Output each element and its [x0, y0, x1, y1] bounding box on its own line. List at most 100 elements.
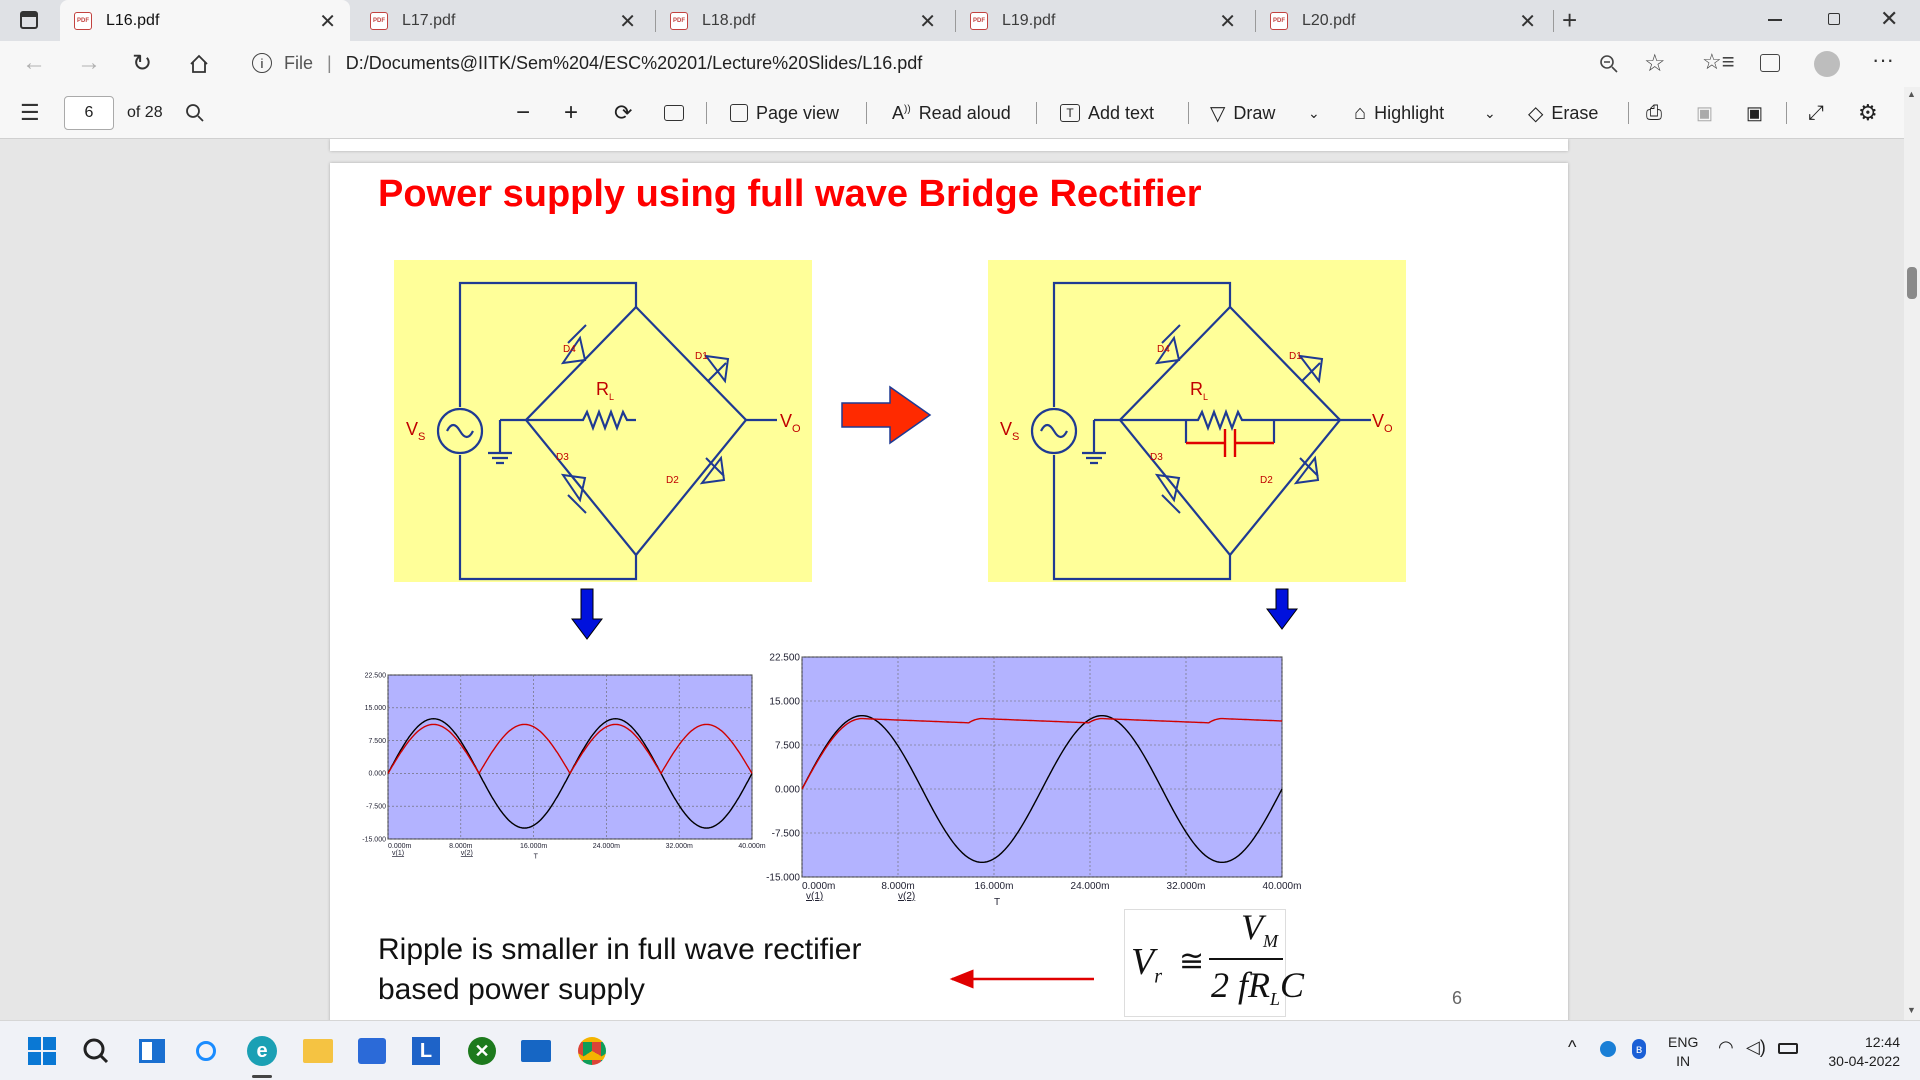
- volume-icon[interactable]: ◁): [1746, 1037, 1766, 1057]
- close-tab-icon[interactable]: ✕: [319, 11, 336, 33]
- formula-numerator: V: [1241, 907, 1263, 947]
- erase-button[interactable]: ◇ Erase: [1528, 87, 1598, 139]
- tab-l20[interactable]: PDF L20.pdf ✕: [1256, 0, 1550, 41]
- diode-d4: [560, 324, 587, 365]
- contents-icon[interactable]: ☰: [20, 100, 40, 125]
- close-window-icon[interactable]: ✕: [1880, 6, 1899, 31]
- bluetooth-icon[interactable]: ʙ: [1632, 1039, 1646, 1059]
- highlight-button[interactable]: ⌂ Highlight: [1354, 87, 1444, 139]
- scroll-down-icon[interactable]: ▼: [1907, 1005, 1916, 1015]
- battery-icon[interactable]: [1778, 1043, 1798, 1054]
- tab-title: L18.pdf: [702, 11, 756, 29]
- eraser-icon: ◇: [1528, 102, 1544, 125]
- plot-area: [387, 674, 753, 840]
- fullscreen-icon[interactable]: ⤢: [1808, 101, 1824, 124]
- label-vo-sub: O: [1384, 423, 1393, 435]
- language-indicator[interactable]: ENG IN: [1668, 1033, 1698, 1071]
- svg-text:RL: RL: [596, 379, 614, 402]
- page-number-input[interactable]: 6: [64, 96, 114, 130]
- highlight-icon: ⌂: [1354, 101, 1367, 124]
- widgets-icon[interactable]: [186, 1031, 226, 1071]
- close-tab-icon[interactable]: ✕: [1519, 11, 1536, 33]
- xbox-icon[interactable]: ✕: [462, 1031, 502, 1071]
- rotate-icon[interactable]: ⟳: [614, 100, 633, 125]
- diode-d1: [1297, 354, 1324, 384]
- new-tab-icon[interactable]: +: [1562, 5, 1578, 35]
- collections-icon[interactable]: [1760, 54, 1780, 72]
- scroll-thumb[interactable]: [1907, 267, 1917, 299]
- pdf-icon: PDF: [1270, 11, 1288, 30]
- tab-l16[interactable]: PDF L16.pdf ✕: [60, 0, 350, 41]
- read-aloud-button[interactable]: A)) Read aloud: [892, 87, 1011, 139]
- label-rl: R: [596, 379, 609, 399]
- zoom-icon[interactable]: [1598, 53, 1620, 75]
- file-explorer-icon[interactable]: [298, 1031, 338, 1071]
- find-icon[interactable]: [184, 102, 206, 124]
- edge-browser-icon[interactable]: e: [242, 1031, 282, 1071]
- favorites-icon[interactable]: ☆≡: [1702, 49, 1735, 74]
- task-view-icon[interactable]: [132, 1031, 172, 1071]
- wifi-icon[interactable]: ◠: [1718, 1037, 1734, 1057]
- info-icon[interactable]: i: [252, 53, 272, 73]
- search-icon[interactable]: [76, 1031, 116, 1071]
- forward-icon[interactable]: →: [77, 49, 101, 76]
- tab-actions-icon[interactable]: [20, 11, 38, 29]
- pdf-icon: PDF: [670, 11, 688, 30]
- print-icon[interactable]: ⎙: [1646, 101, 1662, 124]
- chrome-icon[interactable]: [572, 1031, 612, 1071]
- address-bar: ← → ↻ i File | D:/Documents@IITK/Sem%204…: [0, 41, 1920, 87]
- series-line-v2: [801, 717, 1283, 790]
- previous-page-edge: [330, 139, 1568, 151]
- tab-bar: PDF L16.pdf ✕ PDF L17.pdf ✕ PDF L18.pdf ✕ PDF L…: [0, 0, 1920, 41]
- page-view-button[interactable]: Page view: [730, 87, 839, 139]
- close-tab-icon[interactable]: ✕: [919, 11, 936, 33]
- refresh-icon[interactable]: ↻: [132, 50, 153, 77]
- vertical-scrollbar[interactable]: ▲ ▼: [1904, 87, 1920, 1020]
- circuit-with-capacitor-filter: [988, 260, 1406, 582]
- y-tick-label: 15.000: [769, 696, 800, 707]
- diode-d3: [1154, 473, 1181, 514]
- x-tick-label: 40.000m: [1263, 881, 1302, 892]
- active-app-indicator: [252, 1075, 272, 1078]
- draw-button[interactable]: ▽ Draw: [1210, 87, 1275, 139]
- close-tab-icon[interactable]: ✕: [1219, 11, 1236, 33]
- back-icon[interactable]: ←: [22, 49, 46, 76]
- start-windows-icon[interactable]: [22, 1031, 62, 1071]
- clock[interactable]: 12:44 30-04-2022: [1816, 1033, 1900, 1071]
- add-favorite-icon[interactable]: ☆: [1644, 50, 1666, 77]
- tab-l17[interactable]: PDF L17.pdf ✕: [356, 0, 650, 41]
- slide-graphics: D4 D1 D3 D2 D4 D1 D3 D2 RL RL VS VS VO V…: [362, 260, 1406, 989]
- more-icon[interactable]: ···: [1872, 47, 1894, 72]
- pdf-viewport: Power supply using full wave Bridge Rect…: [0, 139, 1904, 1020]
- diode-d2: [1293, 455, 1320, 485]
- tray-chevron-icon[interactable]: ^: [1568, 1037, 1577, 1057]
- l-app-icon[interactable]: L: [406, 1031, 446, 1071]
- zoom-in-icon[interactable]: +: [564, 99, 579, 126]
- scroll-up-icon[interactable]: ▲: [1907, 89, 1916, 99]
- draw-options-chevron-icon[interactable]: ⌄: [1308, 104, 1320, 121]
- mail-icon[interactable]: [516, 1031, 556, 1071]
- fit-width-icon[interactable]: [664, 87, 684, 139]
- settings-gear-icon[interactable]: ⚙: [1858, 100, 1878, 125]
- minimize-icon[interactable]: [1768, 19, 1782, 21]
- restore-icon[interactable]: [1828, 13, 1840, 25]
- formula-denominator: 2 fR: [1211, 965, 1270, 1005]
- url-text[interactable]: D:/Documents@IITK/Sem%204/ESC%20201/Lect…: [345, 52, 923, 73]
- tray-app-icon[interactable]: [1600, 1041, 1616, 1057]
- tab-l18[interactable]: PDF L18.pdf ✕: [656, 0, 950, 41]
- save-icon[interactable]: ▣: [1696, 102, 1714, 123]
- y-tick-label: -7.500: [772, 828, 801, 839]
- home-icon[interactable]: [188, 53, 210, 75]
- tab-l19[interactable]: PDF L19.pdf ✕: [956, 0, 1250, 41]
- profile-avatar[interactable]: [1814, 51, 1840, 77]
- save-as-icon[interactable]: ▣: [1746, 102, 1764, 123]
- add-text-button[interactable]: T Add text: [1060, 87, 1154, 139]
- zoom-out-icon[interactable]: −: [516, 99, 531, 126]
- highlight-options-chevron-icon[interactable]: ⌄: [1484, 104, 1496, 121]
- y-tick-label: -15.000: [362, 836, 386, 843]
- store-icon[interactable]: [352, 1031, 392, 1071]
- tab-title: L16.pdf: [106, 11, 160, 29]
- page-count: of 28: [127, 104, 163, 121]
- page-view-icon: [730, 104, 748, 122]
- close-tab-icon[interactable]: ✕: [619, 11, 636, 33]
